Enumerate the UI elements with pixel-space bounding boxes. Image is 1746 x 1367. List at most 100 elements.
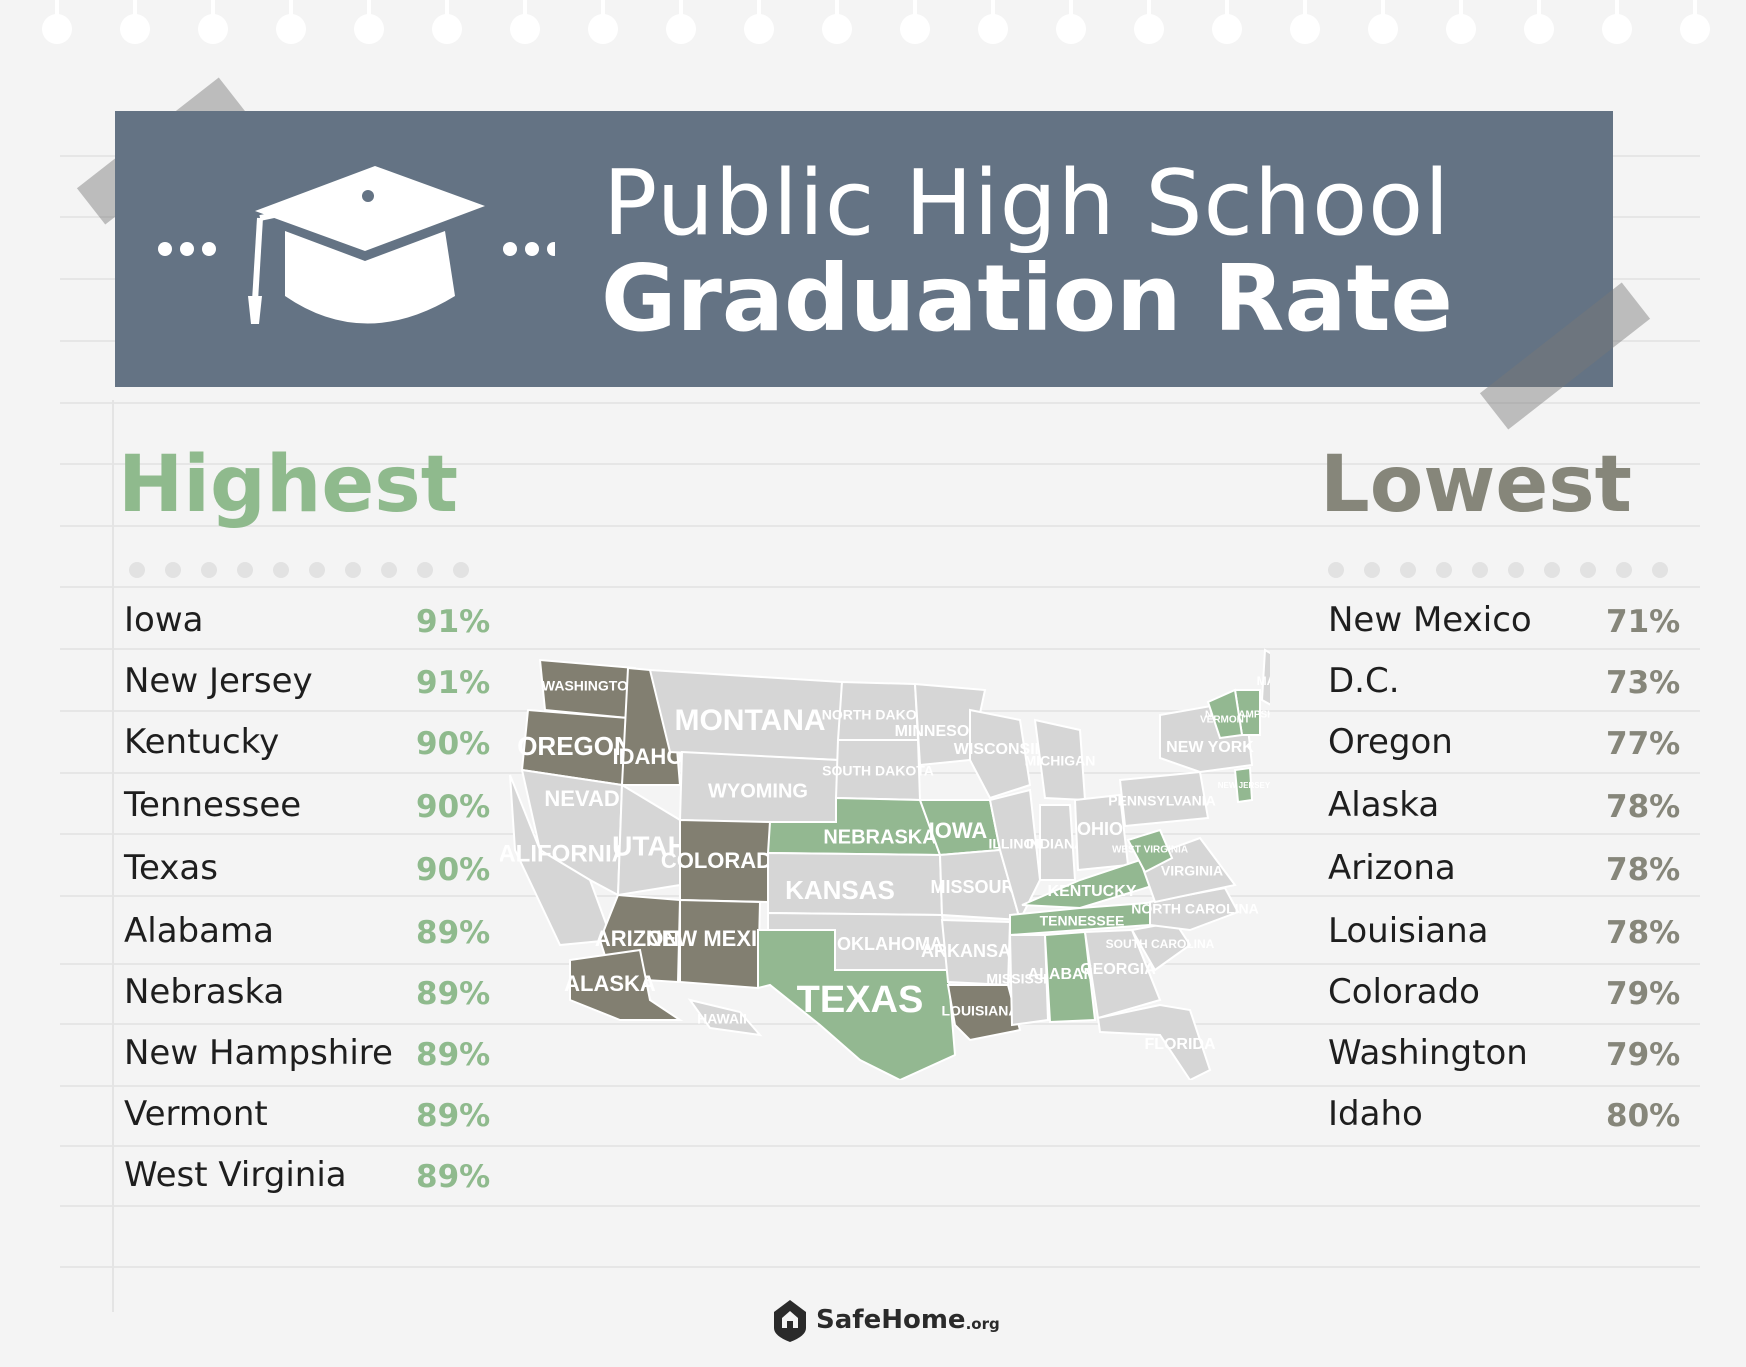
state-shape [1260,648,1270,706]
divider-dot [417,562,433,578]
state-name: D.C. [1328,661,1400,701]
state-shape [988,788,1042,923]
state-idaho: IDAHO [613,666,683,786]
state-shape [969,708,1032,800]
state-wyoming: WYOMING [678,750,840,827]
binder-hole [1602,0,1632,44]
state-label: MISSOURI [930,877,1019,897]
divider-dot [129,562,145,578]
state-name: Texas [124,848,218,888]
title-banner: Public High School Graduation Rate [115,111,1613,387]
list-item: Vermont 89% [124,1094,524,1134]
state-shape [1206,688,1244,740]
divider-dot [1544,562,1560,578]
binder-hole [1524,0,1554,44]
list-item: Kentucky 90% [124,722,524,762]
state-shape [757,929,957,1080]
state-hawaii: HAWAII [687,998,763,1037]
state-name: West Virginia [124,1155,347,1195]
graduation-rate: 73% [1606,665,1681,701]
binder-hole [432,0,462,44]
state-shape [1083,928,1162,1020]
state-label: FLORIDA [1144,1036,1216,1053]
state-shape [1096,1003,1212,1080]
state-ohio: OHIO [1073,793,1130,872]
us-map: WASHINGTONOREGONIDAHOMONTANAWYOMINGNEVAD… [500,648,1270,1080]
divider-dot [1508,562,1524,578]
state-kentucky: KENTUCKY [1021,858,1157,910]
graduation-rate: 89% [416,1098,491,1134]
divider-dot [1580,562,1596,578]
binder-hole [120,0,150,44]
state-label: ILLINOIS [988,836,1047,852]
state-louisiana: LOUISIANA [942,984,1022,1042]
highest-dots [129,562,469,580]
state-shape [687,998,763,1037]
graduation-rate: 78% [1606,915,1681,951]
state-alabama: ALABAMA [1028,930,1109,1024]
binder-hole [1446,0,1476,44]
state-kansas: KANSAS [767,851,944,917]
state-label: OHIO [1077,819,1123,839]
state-california: CALIFORNIA [500,774,629,947]
state-label: ALASKA [564,971,656,996]
state-oklahoma: OKLAHOMA [767,911,950,971]
binder-hole [744,0,774,44]
state-shape [1233,766,1254,804]
ruled-line [60,1145,1700,1147]
state-texas: TEXAS [757,929,957,1080]
list-item: Washington 79% [1328,1033,1728,1073]
state-oregon: OREGON [517,708,633,787]
state-label: WYOMING [708,780,808,802]
state-label: NEBRASKA [823,826,936,848]
state-washington: WASHINGTON [538,658,638,720]
state-label: NEW YORK [1166,739,1254,756]
state-name: Vermont [124,1094,268,1134]
state-west-virginia: WEST VIRGINIA [1112,828,1188,874]
graduation-rate: 80% [1606,1098,1681,1134]
list-item: Oregon 77% [1328,722,1728,762]
state-arkansas: ARKANSAS [921,918,1023,987]
divider-dot [273,562,289,578]
state-label: VIRGINIA [1161,863,1223,879]
state-utah: UTAH [612,783,688,897]
lowest-heading: Lowest [1320,440,1632,530]
list-item: Texas 90% [124,848,524,888]
state-label: OKLAHOMA [837,934,943,954]
highest-heading: Highest [118,440,458,530]
graduation-rate: 78% [1606,852,1681,888]
state-shape [1118,770,1210,828]
state-name: Colorado [1328,972,1480,1012]
list-item: New Hampshire 89% [124,1033,524,1073]
state-label: GEORGIA [1080,961,1156,978]
state-label: ARIZONA [595,926,695,951]
binder-hole [1680,0,1710,44]
state-label: WISCONSIN [954,741,1046,758]
ruled-line [60,1085,1700,1087]
list-item: Nebraska 89% [124,972,524,1012]
state-label: UTAH [612,830,688,861]
list-item: Colorado 79% [1328,972,1728,1012]
graduation-cap-icon [158,166,555,324]
state-name: Washington [1328,1033,1528,1073]
state-label: IOWA [929,818,988,843]
state-label: TEXAS [797,979,924,1021]
footer-tld: .org [965,1315,1000,1333]
state-shape [520,768,624,897]
divider-dot [1328,562,1344,578]
list-item: Iowa 91% [124,600,524,640]
divider-dot [165,562,181,578]
ruled-line [60,586,1700,588]
state-georgia: GEORGIA [1080,928,1162,1020]
state-wisconsin: WISCONSIN [954,708,1046,800]
binder-hole [1134,0,1164,44]
state-label: MINNESOTA [895,723,990,740]
graduation-rate: 89% [416,1037,491,1073]
list-item: Alabama 89% [124,911,524,951]
list-item: Idaho 80% [1328,1094,1728,1134]
state-montana: MONTANA [648,668,844,762]
list-item: New Jersey 91% [124,661,524,701]
state-name: New Jersey [124,661,313,701]
state-shape [1043,930,1097,1024]
binder-hole [666,0,696,44]
